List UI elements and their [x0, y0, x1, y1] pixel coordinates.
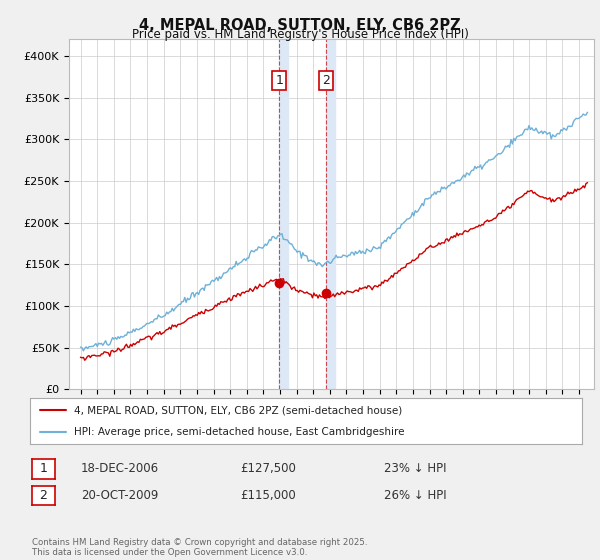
Text: 1: 1	[39, 462, 47, 475]
Text: 1: 1	[275, 74, 283, 87]
Text: 2: 2	[39, 489, 47, 502]
Text: 26% ↓ HPI: 26% ↓ HPI	[384, 489, 446, 502]
Text: £115,000: £115,000	[240, 489, 296, 502]
Bar	[326, 39, 335, 389]
Text: 4, MEPAL ROAD, SUTTON, ELY, CB6 2PZ: 4, MEPAL ROAD, SUTTON, ELY, CB6 2PZ	[139, 18, 461, 33]
Bar	[280, 39, 289, 389]
Text: 4, MEPAL ROAD, SUTTON, ELY, CB6 2PZ (semi-detached house): 4, MEPAL ROAD, SUTTON, ELY, CB6 2PZ (sem…	[74, 405, 403, 416]
Text: £127,500: £127,500	[240, 462, 296, 475]
Text: 20-OCT-2009: 20-OCT-2009	[81, 489, 158, 502]
Text: HPI: Average price, semi-detached house, East Cambridgeshire: HPI: Average price, semi-detached house,…	[74, 427, 404, 437]
Text: 23% ↓ HPI: 23% ↓ HPI	[384, 462, 446, 475]
Text: Price paid vs. HM Land Registry's House Price Index (HPI): Price paid vs. HM Land Registry's House …	[131, 28, 469, 41]
Text: 2: 2	[322, 74, 330, 87]
Text: 18-DEC-2006: 18-DEC-2006	[81, 462, 159, 475]
Text: Contains HM Land Registry data © Crown copyright and database right 2025.
This d: Contains HM Land Registry data © Crown c…	[32, 538, 367, 557]
